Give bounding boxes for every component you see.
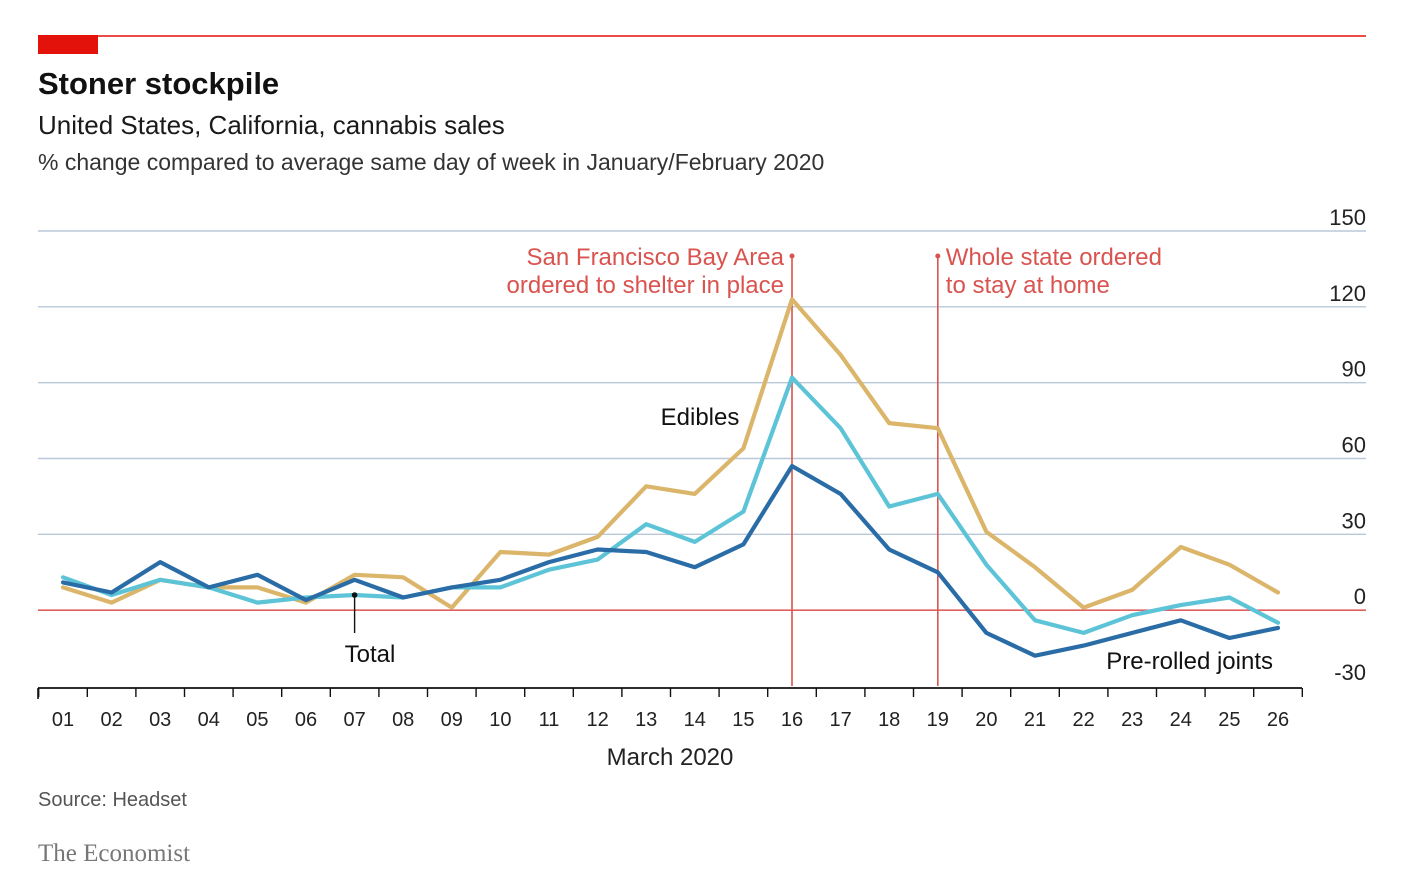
x-tick-label: 15 — [732, 709, 754, 731]
x-tick-label: 18 — [878, 709, 900, 731]
x-tick-label: 07 — [343, 709, 365, 731]
series-line-edibles — [60, 297, 1281, 610]
x-tick-label: 01 — [52, 709, 74, 731]
y-tick-label: 150 — [1329, 205, 1366, 230]
x-tick-label: 26 — [1267, 709, 1289, 731]
x-tick-label: 12 — [586, 709, 608, 731]
label-total: Total — [345, 641, 396, 668]
y-tick-label: 60 — [1342, 433, 1366, 458]
x-tick-label: 13 — [635, 709, 657, 731]
x-tick-label: 09 — [441, 709, 463, 731]
series-labels: Edibles Total Pre-rolled joints — [345, 404, 1273, 675]
grid: 150 120 90 60 30 0 -30 — [38, 205, 1366, 685]
x-tick-label: 14 — [684, 709, 706, 731]
x-tick-label: 10 — [489, 709, 511, 731]
x-tick-label: 06 — [295, 709, 317, 731]
series-lines — [60, 297, 1281, 658]
label-pre-rolled-joints: Pre-rolled joints — [1106, 648, 1273, 675]
event-annotation: Whole state ordered — [946, 244, 1162, 271]
x-tick-label: 16 — [781, 709, 803, 731]
event-annotation: San Francisco Bay Area — [527, 244, 785, 271]
x-tick-label: 03 — [149, 709, 171, 731]
y-tick-label: 120 — [1329, 281, 1366, 306]
chart-note: % change compared to average same day of… — [38, 149, 824, 175]
x-tick-label: 21 — [1024, 709, 1046, 731]
y-tick-label: 0 — [1354, 584, 1366, 609]
x-tick-label: 24 — [1170, 709, 1192, 731]
x-tick-label: 19 — [927, 709, 949, 731]
x-tick-label: 08 — [392, 709, 414, 731]
source-note: Source: Headset — [38, 789, 187, 811]
x-tick-label: 02 — [100, 709, 122, 731]
y-tick-label: -30 — [1334, 660, 1366, 685]
x-tick-label: 05 — [246, 709, 268, 731]
x-tick-label: 25 — [1218, 709, 1240, 731]
series-line-total — [60, 375, 1281, 636]
x-axis: 01 02 03 04 05 06 07 08 09 10 11 12 13 14 15 16 17 18 19 20… — [37, 687, 1304, 731]
series-line-pre-rolled-joints — [60, 464, 1281, 658]
chart-title: Stoner stockpile — [38, 66, 279, 101]
x-tick-label: 23 — [1121, 709, 1143, 731]
chart-subtitle: United States, California, cannabis sale… — [38, 110, 505, 140]
event-dot — [789, 253, 795, 259]
y-tick-label: 30 — [1342, 508, 1366, 533]
x-tick-label: 11 — [539, 709, 560, 731]
label-edibles: Edibles — [661, 404, 740, 431]
x-axis-label: March 2020 — [607, 744, 734, 771]
x-tick-label: 04 — [198, 709, 220, 731]
y-tick-label: 90 — [1342, 357, 1366, 382]
x-tick-label: 17 — [829, 709, 851, 731]
accent-block — [38, 35, 98, 54]
event-annotation: ordered to shelter in place — [507, 272, 785, 299]
event-annotation: to stay at home — [946, 272, 1110, 299]
event-dot — [935, 253, 941, 259]
brand-logo: The Economist — [38, 840, 190, 867]
x-tick-label: 22 — [1072, 709, 1094, 731]
x-tick-label: 20 — [975, 709, 997, 731]
